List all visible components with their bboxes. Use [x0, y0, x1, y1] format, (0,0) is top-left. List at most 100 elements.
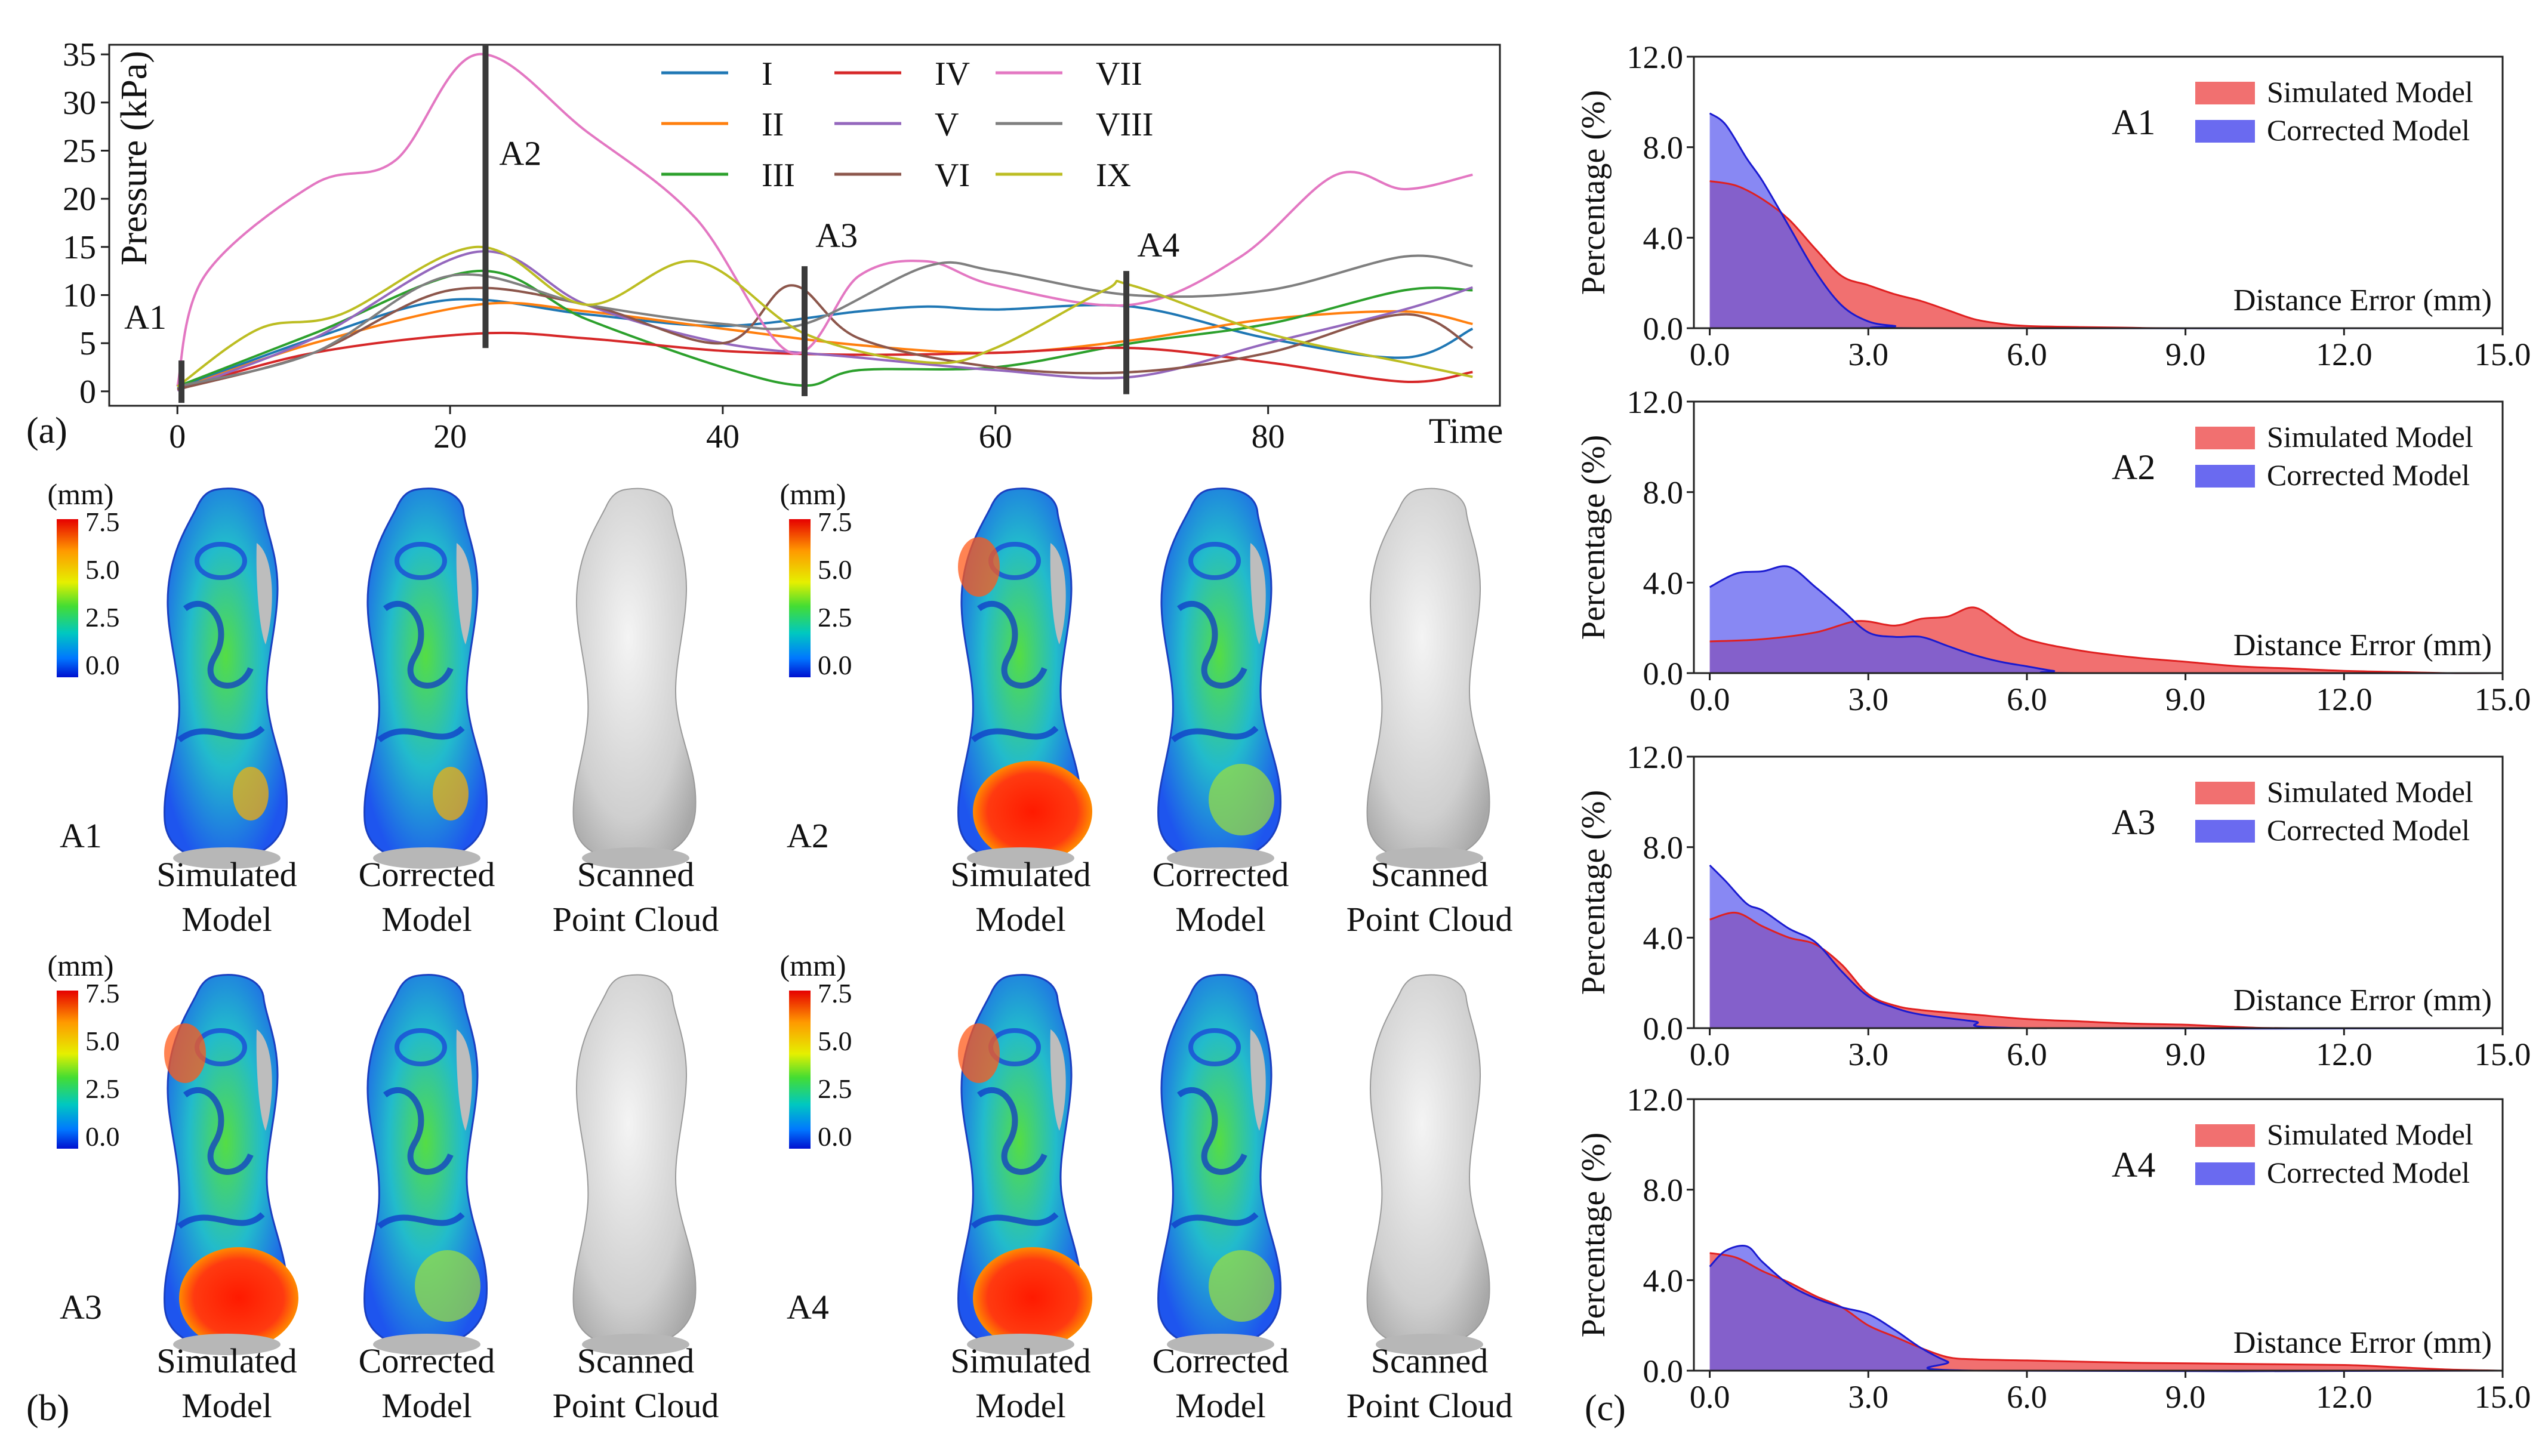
line-simulated — [1709, 606, 2503, 674]
x-axis-label: Time — [1429, 411, 1503, 451]
x-tick-label: 3.0 — [1848, 337, 1889, 372]
legend-swatch-corrected — [2195, 120, 2255, 143]
error-map-group-A2: (mm)7.5 5.0 2.5 0.0 A2 Simulated Model Correcte… — [779, 477, 1512, 939]
colorbar-tick: 0.0 — [818, 1121, 852, 1152]
corrected-model — [1157, 974, 1282, 1355]
series-line-II — [177, 301, 1473, 391]
y-tick-label: 4.0 — [1643, 920, 1684, 956]
x-tick-label: 15.0 — [2475, 1379, 2531, 1415]
caption-line-1: Scanned — [1371, 1341, 1489, 1380]
y-tick-label: 12.0 — [1627, 739, 1684, 775]
x-tick-label: 3.0 — [1848, 1379, 1889, 1415]
colorbar-tick: 7.5 — [818, 507, 852, 537]
colorbar-tick: 7.5 — [818, 978, 852, 1008]
x-tick-label: 9.0 — [2165, 1379, 2206, 1415]
x-tick-label: 40 — [706, 418, 740, 455]
caption-line-1: Simulated — [156, 1341, 297, 1380]
group-label: A1 — [60, 816, 102, 855]
caption-line-1: Corrected — [1153, 855, 1289, 894]
simulated-model — [164, 974, 298, 1355]
y-tick-label: 8.0 — [1643, 830, 1684, 866]
caption-line-2: Model — [381, 1386, 472, 1425]
y-tick-label: 0.0 — [1643, 656, 1684, 692]
y-tick-label: 15 — [63, 229, 96, 266]
legend-swatch-simulated — [2195, 782, 2255, 804]
colorbar-tick: 5.0 — [85, 554, 120, 585]
scanned-point-cloud — [572, 488, 697, 869]
x-tick-label: 9.0 — [2165, 681, 2206, 717]
caption-line-2: Model — [181, 1386, 272, 1425]
chart-title: A3 — [2112, 803, 2155, 842]
y-tick-label: 0.0 — [1643, 1353, 1684, 1389]
caption-line-1: Corrected — [359, 855, 495, 894]
legend-label: Corrected Model — [2267, 813, 2470, 847]
legend-label: Corrected Model — [2267, 1156, 2470, 1189]
colorbar-tick: 0.0 — [85, 1121, 120, 1152]
pressure-series-lines — [176, 53, 1474, 392]
x-axis-ticks: 0 20 40 60 80 — [169, 406, 1285, 455]
legend-label: IV — [935, 55, 970, 92]
colorbar-tick: 0.0 — [818, 650, 852, 680]
y-tick-label: 30 — [63, 85, 96, 122]
legend-label: II — [762, 106, 784, 143]
colorbar-unit: (mm) — [779, 949, 846, 982]
legend-label: Simulated Model — [2267, 1118, 2473, 1151]
colorbar — [789, 519, 811, 677]
caption-line-2: Model — [381, 900, 472, 939]
y-tick-label: 0 — [79, 374, 96, 411]
x-tick-label: 12.0 — [2316, 1379, 2373, 1415]
plot-frame — [1693, 400, 2504, 674]
series-line-V — [177, 250, 1473, 392]
simulated-model — [957, 488, 1092, 869]
legend-swatch-simulated — [2195, 1124, 2255, 1147]
y-tick-label: 10 — [63, 277, 96, 314]
y-axis-ticks: 0 5 10 15 20 25 30 35 — [63, 36, 109, 411]
legend-label: I — [762, 55, 773, 92]
y-tick-label: 12.0 — [1627, 39, 1684, 75]
legend-label: VI — [935, 157, 970, 194]
legend-label: Simulated Model — [2267, 775, 2473, 809]
colorbar-tick: 2.5 — [85, 1074, 120, 1104]
simulated-model — [957, 974, 1092, 1355]
x-tick-label: 12.0 — [2316, 1037, 2373, 1072]
error-chart-A2: 0.0 4.0 8.0 12.0 0.0 3.0 6.0 9.0 12.0 15.0 Percent… — [1575, 384, 2531, 717]
caption-line-2: Model — [975, 900, 1065, 939]
caption-line-1: Scanned — [577, 1341, 695, 1380]
legend-label: Simulated Model — [2267, 420, 2473, 454]
legend-label: VIII — [1096, 106, 1153, 143]
x-tick-label: 15.0 — [2475, 681, 2531, 717]
y-tick-label: 20 — [63, 181, 96, 218]
panel-label-a: (a) — [26, 411, 67, 451]
caption-line-1: Simulated — [950, 1341, 1090, 1380]
colorbar-tick: 5.0 — [818, 554, 852, 585]
error-chart-A4: 0.0 4.0 8.0 12.0 0.0 3.0 6.0 9.0 12.0 15.0 Percent… — [1575, 1082, 2531, 1415]
corrected-model — [363, 974, 488, 1355]
legend-swatch-corrected — [2195, 1162, 2255, 1185]
y-tick-label: 35 — [63, 36, 96, 73]
x-tick-label: 60 — [979, 418, 1012, 455]
colorbar-tick: 5.0 — [818, 1026, 852, 1056]
caption-line-2: Model — [975, 1386, 1065, 1425]
y-tick-label: 8.0 — [1643, 130, 1684, 166]
group-label: A3 — [60, 1288, 102, 1327]
panel-label-c: (c) — [1585, 1388, 1626, 1429]
chart-title: A2 — [2112, 448, 2155, 487]
x-tick-label: 0.0 — [1690, 1037, 1730, 1072]
y-axis-label: Percentage (%) — [1575, 790, 1612, 995]
y-tick-label: 5 — [79, 325, 96, 362]
caption-line-1: Scanned — [577, 855, 695, 894]
x-tick-label: 6.0 — [2007, 681, 2047, 717]
x-tick-label: 9.0 — [2165, 337, 2206, 372]
x-tick-label: 6.0 — [2007, 1379, 2047, 1415]
scanned-point-cloud — [1366, 974, 1490, 1355]
caption-line-2: Point Cloud — [553, 900, 719, 939]
marker-label-A3: A3 — [815, 216, 858, 255]
legend-label: Corrected Model — [2267, 458, 2470, 492]
series-line-IX — [177, 245, 1473, 388]
caption-line-1: Corrected — [1153, 1341, 1289, 1380]
error-map-group-A4: (mm)7.5 5.0 2.5 0.0 A4 Simulated Model Correcte… — [779, 949, 1512, 1425]
series-line-VIII — [177, 254, 1473, 388]
x-tick-label: 12.0 — [2316, 681, 2373, 717]
y-axis-label: Percentage (%) — [1575, 435, 1612, 640]
y-tick-label: 0.0 — [1643, 311, 1684, 347]
